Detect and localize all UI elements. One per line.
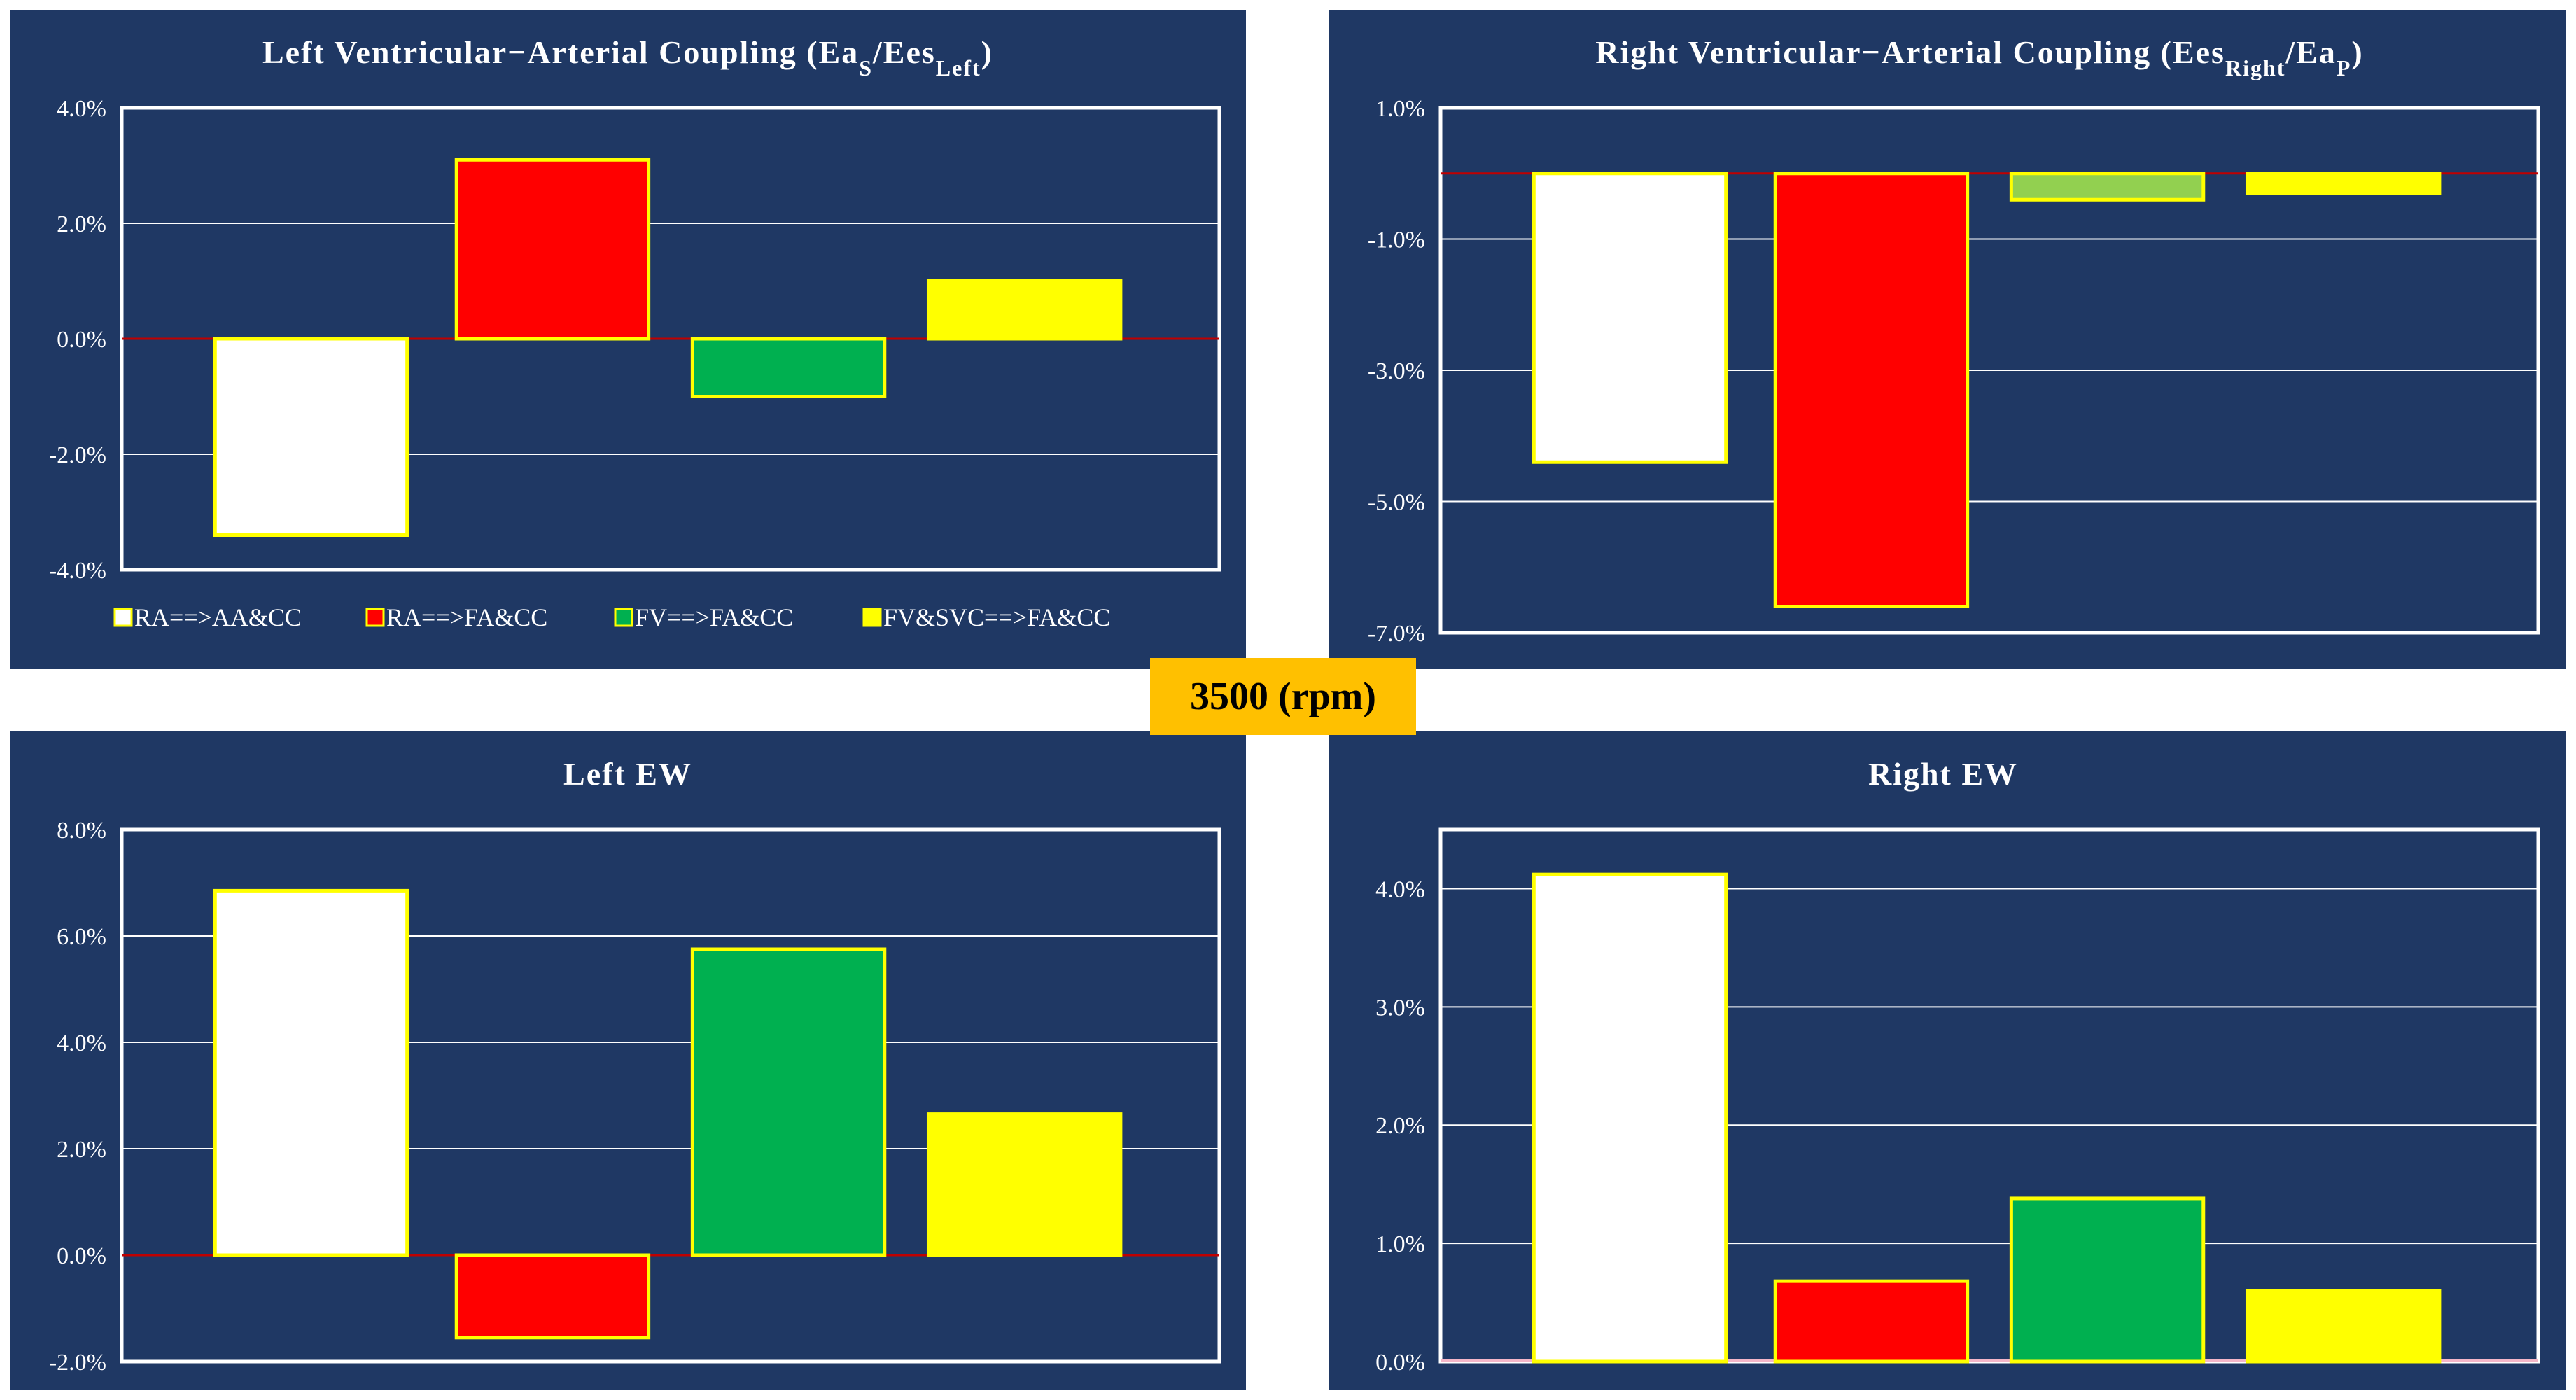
y-tick-label: -2.0% xyxy=(49,1350,106,1376)
legend-swatch xyxy=(614,608,634,627)
plot-area-border xyxy=(1438,106,2540,635)
y-tick-label: 2.0% xyxy=(57,1137,106,1163)
bar-4 xyxy=(926,279,1123,341)
bar-1 xyxy=(1532,872,1728,1364)
legend-label: RA==>FA&CC xyxy=(386,603,547,631)
chart-title: Right EW xyxy=(1868,756,2018,792)
chart-right-coupling: Right Ventricular−Arterial Coupling (Ees… xyxy=(1329,10,2566,669)
plot-area-border xyxy=(120,827,1222,1364)
y-tick-label: 0.0% xyxy=(57,327,106,353)
bar-1 xyxy=(213,337,410,537)
bar-1 xyxy=(213,888,410,1257)
y-tick-label: 2.0% xyxy=(1376,1113,1425,1139)
legend-label: FV==>FA&CC xyxy=(635,603,793,631)
chart-left-coupling: Left Ventricular−Arterial Coupling (EaS/… xyxy=(10,10,1246,669)
y-tick-label: -7.0% xyxy=(1368,621,1425,647)
y-tick-label: 4.0% xyxy=(57,96,106,122)
y-tick-label: -1.0% xyxy=(1368,227,1425,253)
bar-4 xyxy=(926,1112,1123,1257)
chart-right-ew: Right EW 4.0% 3.0% 2.0% 1.0% 0.0% xyxy=(1329,732,2566,1390)
chart-title: Left EW xyxy=(564,756,692,792)
y-tick-label: 2.0% xyxy=(57,211,106,237)
bar-4 xyxy=(2245,172,2442,195)
y-tick-label: 8.0% xyxy=(57,818,106,844)
bar-1 xyxy=(1532,172,1728,464)
legend-label: FV&SVC==>FA&CC xyxy=(883,603,1110,631)
bar-3 xyxy=(690,947,887,1257)
y-tick-label: 1.0% xyxy=(1376,1231,1425,1257)
chart-left-coupling-svg: Left Ventricular−Arterial Coupling (EaS/… xyxy=(49,34,1222,631)
legend-label: RA==>AA&CC xyxy=(134,603,302,631)
legend-swatch xyxy=(113,608,133,627)
legend-swatch xyxy=(862,608,882,627)
y-tick-label: -4.0% xyxy=(49,558,106,584)
chart-left-ew-svg: Left EW 8.0% 6.0% 4.0% 2.0% 0.0% -2.0% xyxy=(49,756,1222,1376)
y-tick-label: 4.0% xyxy=(57,1030,106,1056)
chart-title: Right Ventricular−Arterial Coupling (Ees… xyxy=(1595,34,2364,80)
y-tick-label: 0.0% xyxy=(1376,1350,1425,1376)
rpm-badge: 3500 (rpm) xyxy=(1150,658,1416,735)
y-tick-label: 1.0% xyxy=(1376,96,1425,122)
y-tick-label: -3.0% xyxy=(1368,358,1425,384)
chart-right-ew-svg: Right EW 4.0% 3.0% 2.0% 1.0% 0.0% xyxy=(1376,756,2540,1376)
y-tick-label: -2.0% xyxy=(49,442,106,468)
y-tick-label: 3.0% xyxy=(1376,995,1425,1021)
bar-2 xyxy=(454,158,651,341)
y-tick-label: 6.0% xyxy=(57,924,106,950)
chart-title: Left Ventricular−Arterial Coupling (EaS/… xyxy=(262,34,993,80)
bar-3 xyxy=(690,337,887,398)
bar-2 xyxy=(1773,1279,1970,1364)
chart-left-ew: Left EW 8.0% 6.0% 4.0% 2.0% 0.0% -2.0% xyxy=(10,732,1246,1390)
chart-right-coupling-svg: Right Ventricular−Arterial Coupling (Ees… xyxy=(1368,34,2540,647)
y-tick-label: -5.0% xyxy=(1368,490,1425,516)
bar-2 xyxy=(454,1253,651,1340)
y-tick-label: 4.0% xyxy=(1376,876,1425,902)
bar-4 xyxy=(2245,1289,2442,1364)
bar-2 xyxy=(1773,172,1970,608)
bar-3 xyxy=(2009,1196,2206,1364)
y-tick-label: 0.0% xyxy=(57,1243,106,1269)
legend-swatch xyxy=(365,608,385,627)
bar-3 xyxy=(2009,172,2206,202)
